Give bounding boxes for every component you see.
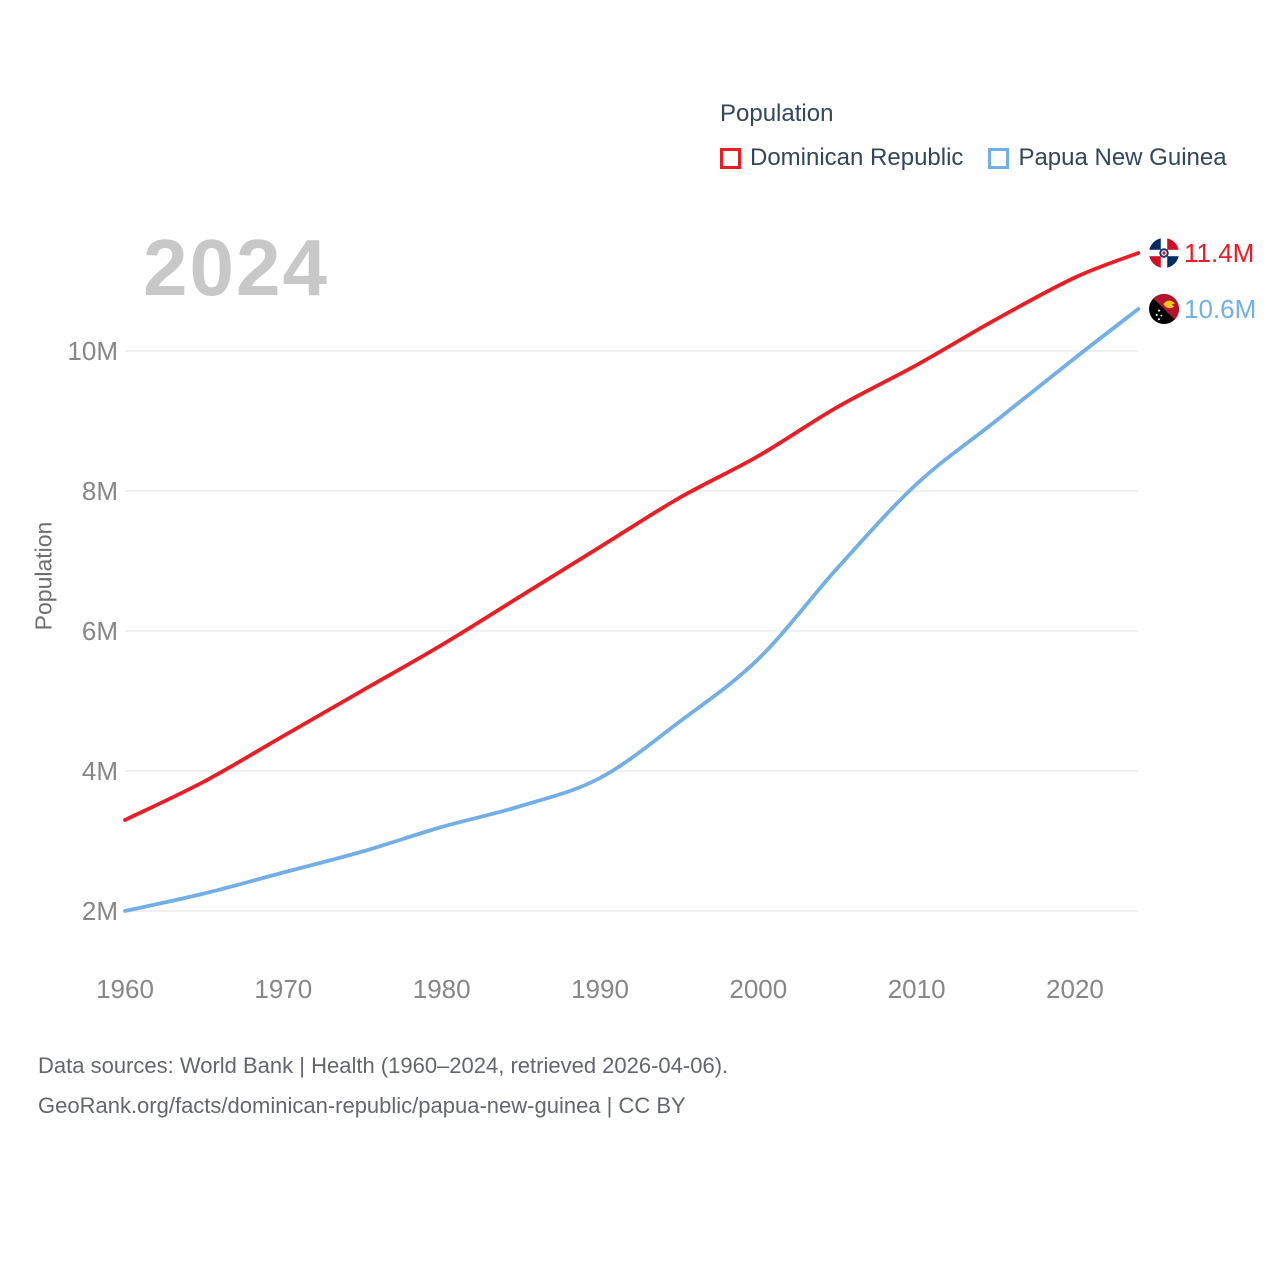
end-label-dominican-republic: 11.4M (1184, 238, 1255, 268)
chart-footer: Data sources: World Bank | Health (1960–… (38, 1046, 728, 1126)
series-line-dominican-republic[interactable] (123, 251, 1141, 822)
legend-item-papua-new-guinea[interactable]: Papua New Guinea (988, 144, 1227, 172)
year-watermark: 2024 (143, 223, 329, 312)
legend: Population Dominican Republic Papua New … (720, 100, 1227, 172)
y-tick-label: 10M (67, 336, 118, 366)
y-axis-title: Population (30, 521, 57, 631)
x-tick-label: 2010 (888, 974, 946, 1004)
y-tick-label: 2M (82, 896, 118, 926)
legend-label-dominican-republic: Dominican Republic (750, 144, 964, 171)
legend-item-dominican-republic[interactable]: Dominican Republic (720, 144, 963, 172)
legend-swatch-papua-new-guinea (988, 147, 1010, 169)
y-tick-label: 6M (82, 616, 118, 646)
legend-swatch-dominican-republic (720, 147, 741, 169)
legend-row: Dominican Republic Papua New Guinea (720, 144, 1227, 172)
series-line-papua-new-guinea[interactable] (123, 307, 1141, 913)
footer-attribution: GeoRank.org/facts/dominican-republic/pap… (38, 1093, 686, 1118)
dominican-republic-flag-icon (1149, 238, 1179, 268)
papua-new-guinea-flag-icon (1149, 294, 1179, 324)
end-label-papua-new-guinea: 10.6M (1184, 294, 1257, 324)
x-tick-label: 2020 (1046, 974, 1104, 1004)
legend-title: Population (720, 100, 834, 127)
x-tick-label: 1960 (96, 974, 154, 1004)
footer-data-sources: Data sources: World Bank | Health (1960–… (38, 1053, 729, 1078)
x-tick-label: 1980 (413, 974, 471, 1004)
x-tick-label: 1990 (571, 974, 629, 1004)
x-tick-label: 2000 (729, 974, 787, 1004)
x-tick-label: 1970 (254, 974, 312, 1004)
legend-label-papua-new-guinea: Papua New Guinea (1018, 144, 1227, 171)
y-tick-label: 8M (82, 476, 118, 506)
y-tick-label: 4M (82, 756, 118, 786)
